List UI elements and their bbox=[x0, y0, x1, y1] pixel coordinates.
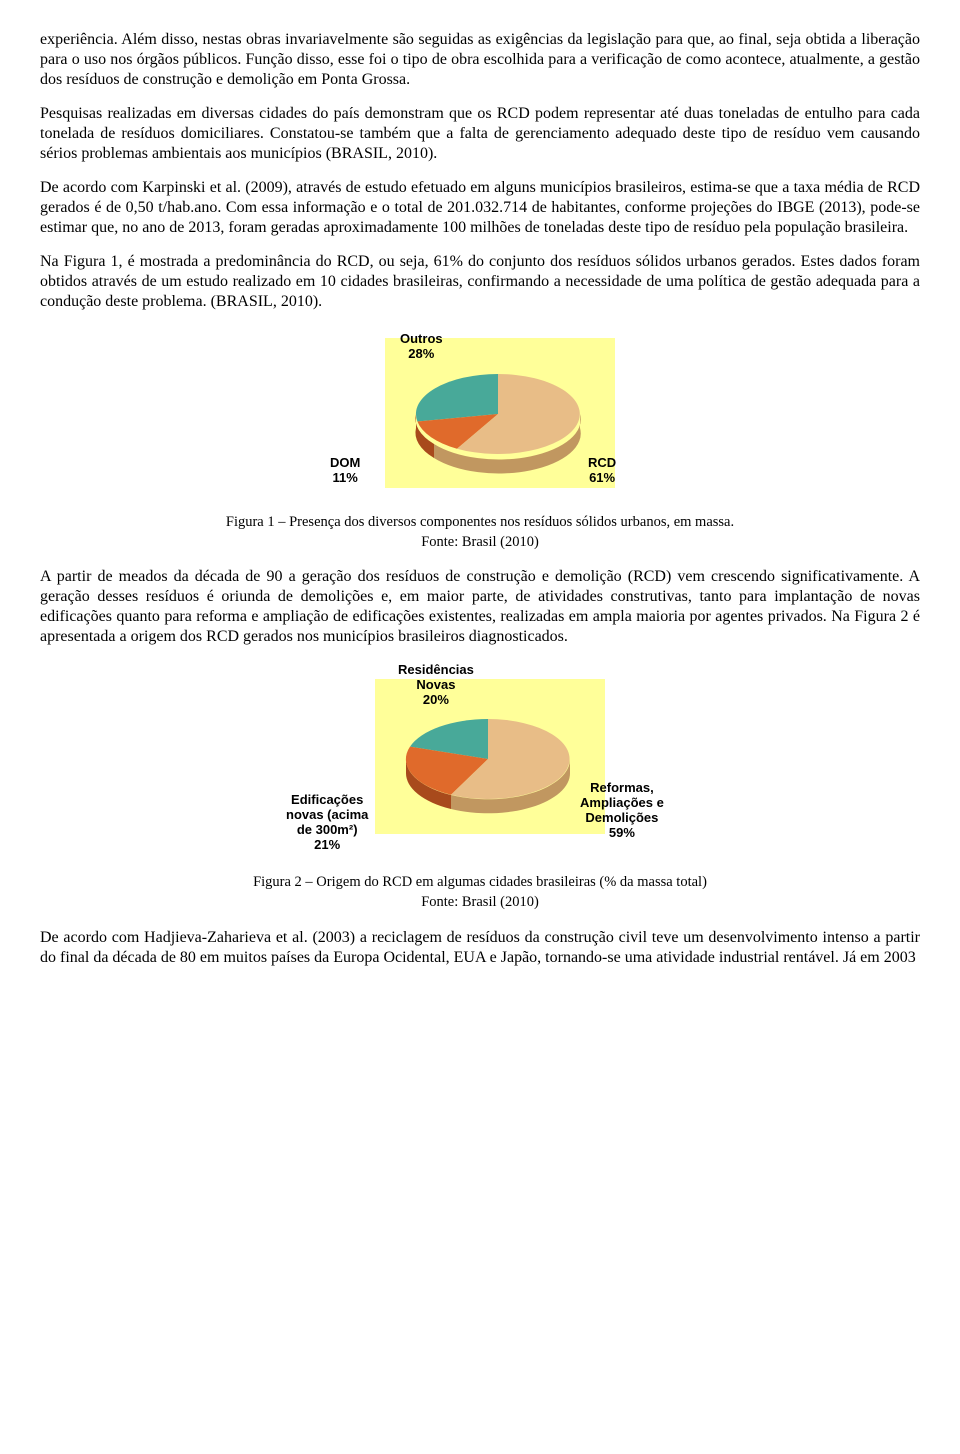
paragraph-3: De acordo com Karpinski et al. (2009), a… bbox=[40, 178, 920, 238]
figure-1: Outros28% DOM11% RCD61% Figura 1 – Prese… bbox=[40, 326, 920, 551]
figure-1-source: Fonte: Brasil (2010) bbox=[40, 533, 920, 551]
label2-c: Reformas,Ampliações eDemolições59% bbox=[580, 781, 664, 841]
figure-1-chart: Outros28% DOM11% RCD61% bbox=[290, 326, 670, 507]
paragraph-2: Pesquisas realizadas em diversas cidades… bbox=[40, 104, 920, 164]
paragraph-6: De acordo com Hadjieva-Zaharieva et al. … bbox=[40, 928, 920, 968]
figure-2-chart: ResidênciasNovas20% Edificaçõesnovas (ac… bbox=[270, 661, 690, 867]
label-rcd: RCD61% bbox=[588, 456, 616, 486]
label-dom: DOM11% bbox=[330, 456, 360, 486]
figure-2-caption: Figura 2 – Origem do RCD em algumas cida… bbox=[40, 873, 920, 891]
figure-2-source: Fonte: Brasil (2010) bbox=[40, 893, 920, 911]
figure-1-caption: Figura 1 – Presença dos diversos compone… bbox=[40, 513, 920, 531]
paragraph-5: A partir de meados da década de 90 a ger… bbox=[40, 567, 920, 647]
label2-a: ResidênciasNovas20% bbox=[398, 663, 474, 708]
label2-b: Edificaçõesnovas (acimade 300m²)21% bbox=[286, 793, 368, 853]
label-outros: Outros28% bbox=[400, 332, 443, 362]
figure-2: ResidênciasNovas20% Edificaçõesnovas (ac… bbox=[40, 661, 920, 911]
paragraph-1: experiência. Além disso, nestas obras in… bbox=[40, 30, 920, 90]
paragraph-4: Na Figura 1, é mostrada a predominância … bbox=[40, 252, 920, 312]
